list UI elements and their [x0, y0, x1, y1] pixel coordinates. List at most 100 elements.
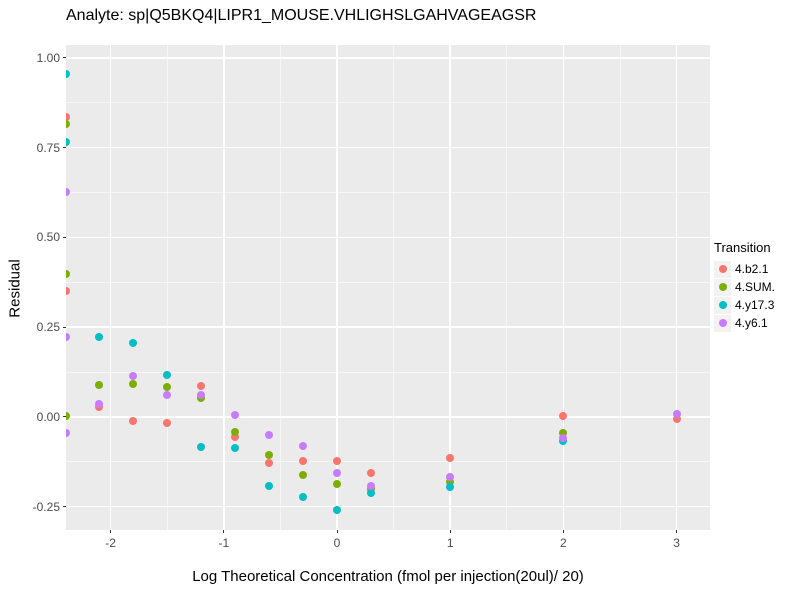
gridline-minor-vertical	[619, 45, 621, 530]
x-axis-label: Log Theoretical Concentration (fmol per …	[192, 568, 584, 585]
legend-key	[714, 314, 731, 332]
x-tick-mark	[676, 530, 678, 533]
legend-item-label: 4.SUM.	[735, 280, 776, 294]
y-tick-label: 0.75	[36, 140, 60, 155]
y-tick-mark	[63, 326, 66, 328]
data-point	[66, 270, 71, 279]
data-point	[265, 459, 274, 468]
legend-title: Transition	[714, 240, 771, 255]
data-point	[366, 469, 375, 478]
x-tick-label: 0	[333, 536, 341, 550]
data-point	[66, 332, 71, 341]
legend-item: 4.SUM.	[714, 278, 775, 296]
data-point	[559, 429, 568, 438]
gridline-major-vertical	[449, 45, 451, 530]
x-tick-mark	[223, 530, 225, 533]
data-point	[265, 450, 274, 459]
data-point	[446, 472, 455, 481]
data-point	[66, 411, 71, 420]
data-point	[559, 434, 568, 443]
gridline-major-vertical	[562, 45, 565, 530]
data-point	[95, 400, 104, 409]
data-point	[129, 416, 138, 425]
data-point	[299, 456, 308, 465]
legend-item-label: 4.y6.1	[735, 316, 768, 330]
data-point	[231, 432, 240, 441]
gridline-major-vertical	[223, 45, 225, 530]
legend-item: 4.y6.1	[714, 314, 775, 332]
data-point	[299, 492, 308, 501]
y-tick-label: 0.00	[36, 409, 60, 424]
y-tick-mark	[63, 147, 66, 149]
legend-key	[714, 296, 731, 314]
legend-key	[714, 260, 731, 278]
data-point	[333, 505, 341, 514]
data-point	[333, 469, 341, 478]
data-point	[265, 431, 274, 440]
data-point	[559, 412, 568, 421]
gridline-minor-vertical	[279, 45, 281, 530]
gridline-major-horizontal	[66, 416, 710, 418]
data-point	[672, 410, 681, 419]
gridline-minor-vertical	[506, 45, 508, 530]
data-point	[163, 370, 172, 379]
x-tick-label: 2	[560, 536, 567, 550]
data-point	[95, 380, 104, 389]
data-point	[129, 339, 138, 348]
data-point	[66, 113, 71, 122]
legend-key-dot	[718, 319, 727, 327]
data-point	[672, 414, 681, 423]
gridline-major-horizontal	[66, 236, 710, 239]
x-tick-label: 1	[446, 536, 454, 550]
y-tick-label: 0.25	[36, 320, 60, 335]
data-point	[446, 477, 455, 486]
data-point	[197, 391, 206, 400]
data-point	[163, 383, 172, 392]
data-point	[231, 427, 240, 436]
legend-key-dot	[718, 265, 727, 273]
x-tick-label: -2	[105, 536, 116, 550]
data-point	[66, 428, 71, 437]
gridline-minor-horizontal	[66, 371, 710, 373]
legend-key-dot	[718, 301, 727, 309]
data-point	[333, 480, 341, 489]
data-point	[163, 418, 172, 427]
y-tick-mark	[63, 236, 66, 238]
x-tick-mark	[110, 530, 112, 533]
data-point	[299, 471, 308, 480]
x-tick-mark	[562, 530, 564, 533]
legend-item: 4.b2.1	[714, 260, 775, 278]
x-tick-mark	[449, 530, 451, 533]
data-point	[366, 489, 375, 498]
legend-key	[714, 278, 731, 296]
data-point	[197, 443, 206, 452]
data-point	[446, 483, 455, 492]
legend-items: 4.b2.1 4.SUM. 4.y17.3 4.y6.1	[714, 260, 775, 332]
gridline-minor-vertical	[166, 45, 168, 530]
data-point	[231, 410, 240, 419]
y-tick-mark	[63, 57, 66, 59]
gridline-major-horizontal	[66, 505, 710, 508]
data-point	[66, 287, 71, 296]
data-point	[366, 481, 375, 490]
data-point	[95, 332, 104, 341]
data-point	[446, 454, 455, 463]
legend-item-label: 4.b2.1	[735, 262, 769, 276]
gridline-major-horizontal	[66, 146, 710, 149]
gridline-minor-horizontal	[66, 102, 710, 104]
y-tick-label: 1.00	[36, 50, 60, 65]
data-point	[66, 187, 71, 196]
legend-item-label: 4.y17.3	[735, 298, 775, 312]
gridline-minor-horizontal	[66, 281, 710, 283]
data-point	[66, 137, 71, 146]
data-point	[163, 391, 172, 400]
y-tick-mark	[63, 506, 66, 508]
gridline-major-horizontal	[66, 326, 710, 328]
gridline-major-vertical	[336, 45, 338, 530]
data-point	[333, 457, 341, 466]
y-tick-label: 0.50	[36, 230, 60, 245]
x-tick-label: -1	[218, 536, 230, 550]
gridline-minor-horizontal	[66, 461, 710, 463]
chart-title: Analyte: sp|Q5BKQ4|LIPR1_MOUSE.VHLIGHSLG…	[66, 7, 537, 24]
data-point	[129, 372, 138, 381]
